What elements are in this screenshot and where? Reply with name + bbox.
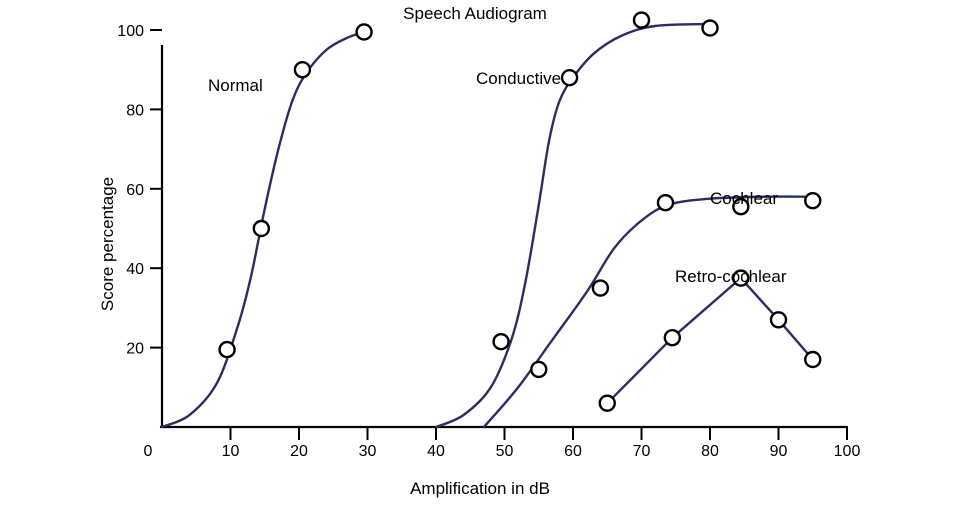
retro-cochlear-label: Retro-cochlear [675,267,787,286]
cochlear-point [732,197,750,216]
retro-cochlear-line [606,276,814,405]
conductive-point [560,68,579,87]
y-axis-label: Score percentage [98,177,117,311]
x-tick-label: 80 [701,443,719,460]
chart-title: Speech Audiogram [403,4,547,23]
retro-cochlear-point [769,311,788,329]
x-tick-label: 20 [290,443,308,460]
x-tick-label: 100 [834,443,861,460]
conductive-point [492,332,510,351]
x-tick-label: 30 [359,443,377,460]
y-tick-label: 80 [126,102,144,119]
retro-cochlear-point [732,269,750,287]
ticks: 0 10 20 30 40 50 60 70 80 90 100 20 40 60 80 100 [117,23,860,460]
cochlear-point [804,192,822,210]
x-tick-label: 90 [770,443,788,460]
x-tick-label: 50 [496,443,514,460]
normal-point [252,219,271,238]
normal-line [160,30,366,429]
conductive-label: Conductive [476,69,561,88]
retro-cochlear-point [804,350,822,369]
series-labels: Normal Conductive Cochlear Retro-cochlear [208,69,787,286]
x-tick-label: 10 [222,443,240,460]
conductive-point [632,11,651,29]
data-markers [218,11,822,412]
cochlear-label: Cochlear [710,189,778,208]
normal-label: Normal [208,76,263,95]
x-tick-label: 40 [427,443,445,460]
cochlear-point [656,193,675,212]
y-tick-label: 60 [126,182,144,199]
conductive-line [434,22,712,429]
y-tick-label: 20 [126,341,144,358]
retro-cochlear-point [663,328,682,347]
x-tick-label: 0 [144,443,153,460]
y-tick-label: 40 [126,261,144,278]
x-axis-label: Amplification in dB [410,479,550,498]
x-tick-label: 60 [564,443,582,460]
x-tick-label: 70 [633,443,651,460]
retro-cochlear-point [598,394,616,412]
cochlear-point [530,360,548,379]
normal-point [355,23,373,41]
cochlear-point [591,279,610,297]
y-tick-label: 100 [117,23,144,40]
normal-point [218,340,236,359]
conductive-point [701,19,719,37]
normal-point [293,60,312,79]
